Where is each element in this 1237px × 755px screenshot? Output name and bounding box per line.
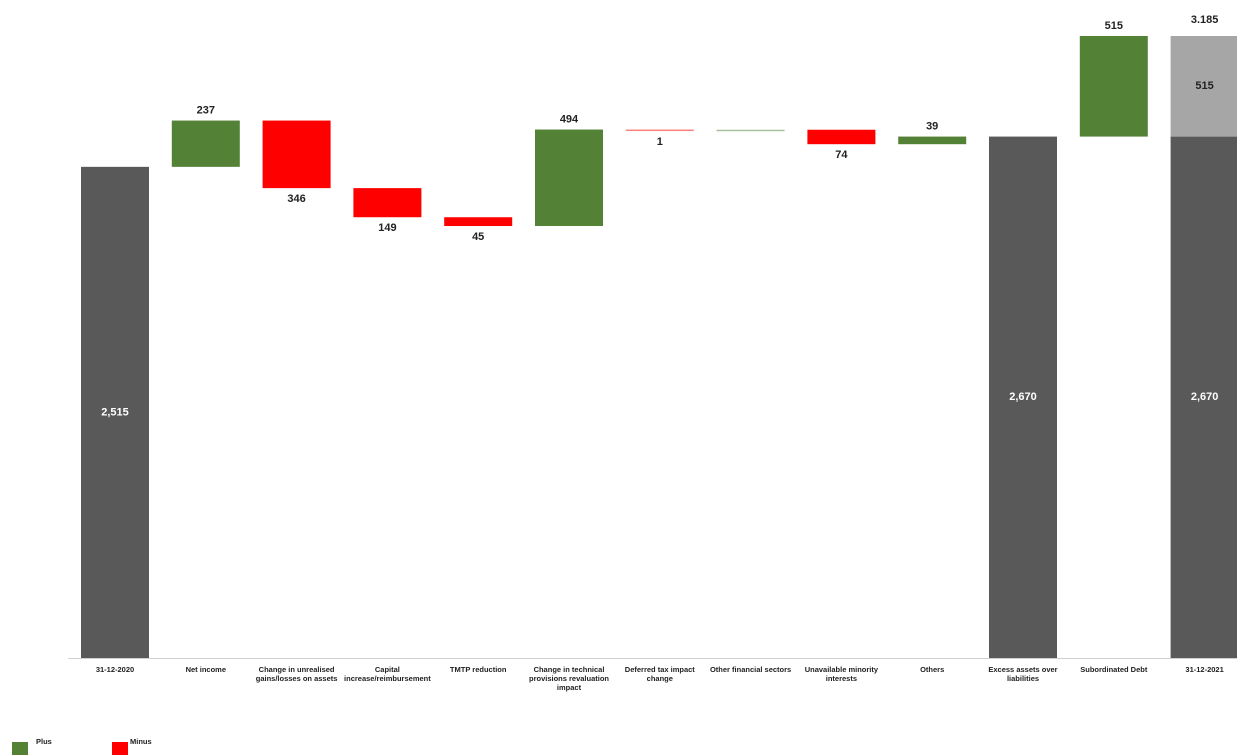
segment-label: 2,670 [1191,391,1219,403]
value-label: 2,670 [1009,391,1037,403]
bar [716,129,785,132]
bar [444,217,513,227]
value-label: 39 [926,120,938,132]
total-label: 3.185 [1191,14,1219,26]
value-label: 1 [657,136,663,148]
bar [989,136,1057,658]
legend-label: Plus [36,737,52,746]
bar [171,120,240,167]
x-tick-label: 31-12-2020 [95,665,135,674]
x-tick-label: TMTP reduction [449,665,507,674]
bar [262,120,331,189]
legend-swatch [12,742,28,755]
x-tick-label: Net income [185,665,227,674]
value-label: 237 [197,104,215,116]
bar [81,166,149,658]
x-tick-label: 31-12-2021 [1185,665,1224,674]
bar [535,129,603,227]
bar [898,136,967,145]
bar [1079,36,1148,137]
value-label: 515 [1105,20,1123,32]
segment-label: 515 [1195,80,1213,92]
bar [625,129,694,132]
bar [353,188,422,218]
x-tick-label: Other financial sectors [709,665,792,674]
value-label: 494 [560,113,579,125]
value-label: 74 [835,149,848,161]
x-tick-label: Others [920,665,945,674]
x-tick-label: Excess assets over liabilities [988,665,1058,683]
value-label: 149 [378,222,396,234]
x-tick-label: Unavailable minority interests [804,665,879,683]
bar-segment [1170,136,1237,658]
x-tick-label: Deferred tax impact change [624,665,695,683]
x-tick-label: Change in unrealised gains/losses on ass… [255,665,338,683]
value-label: 2,515 [101,406,129,418]
bar-segment [1170,36,1237,137]
value-label: 346 [287,193,305,205]
bar [807,129,876,145]
x-tick-label: Capital increase/reimbursement [344,665,431,683]
value-label: 45 [472,231,484,243]
x-tick-label: Subordinated Debt [1080,665,1148,674]
x-tick-label: Change in technical provisions revaluati… [528,665,610,692]
legend-label: Minus [130,737,152,746]
legend-swatch [112,742,128,755]
